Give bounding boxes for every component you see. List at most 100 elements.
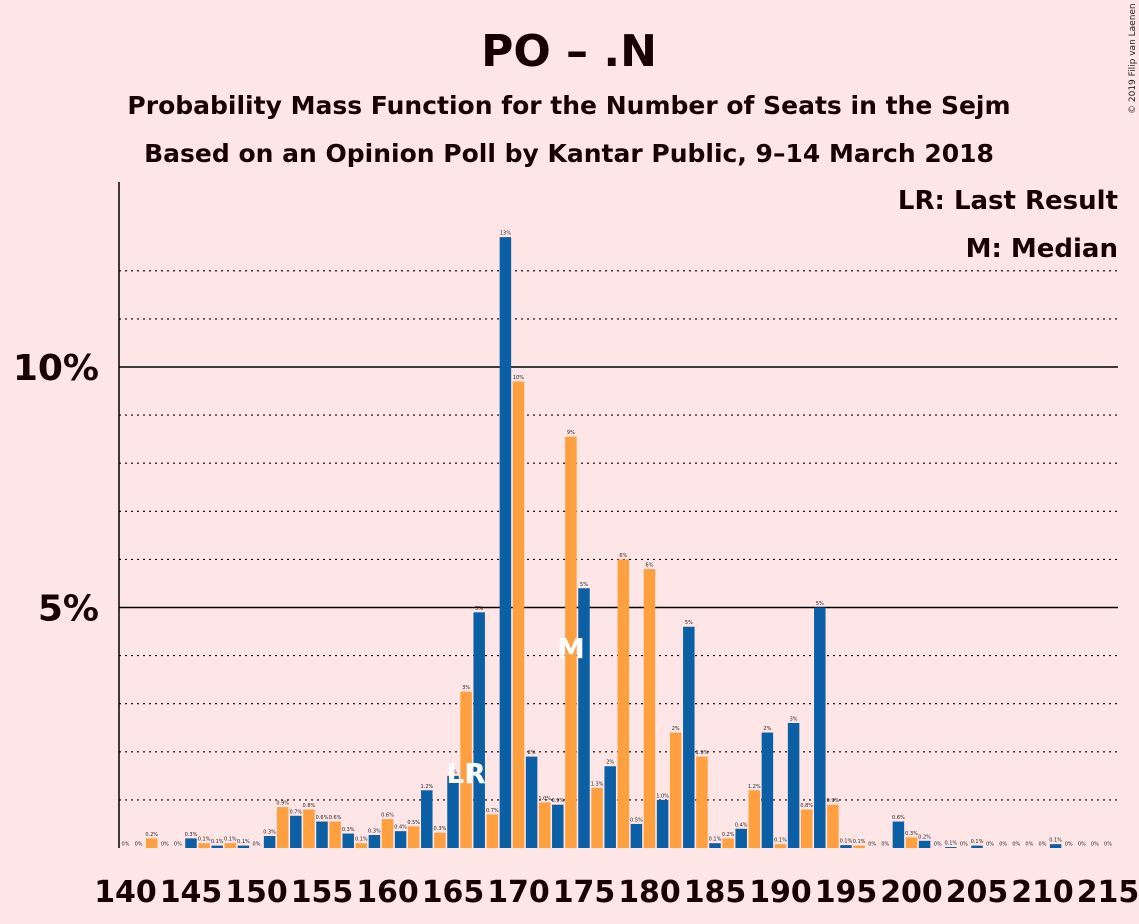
bar-label-seat-183: 5% <box>685 620 693 626</box>
median-marker: M <box>557 632 585 665</box>
bar-seat-205 <box>971 845 983 848</box>
bar-seat-149 <box>237 845 250 848</box>
bar-seat-173 <box>552 804 564 848</box>
x-tick-195: 195 <box>815 875 878 910</box>
bar-seat-196 <box>853 845 865 848</box>
bar-label-seat-168: 0.7% <box>486 808 499 814</box>
bar-label-seat-198: 0% <box>881 842 889 848</box>
bar-seat-171 <box>525 756 538 848</box>
bar-label-seat-169: 13% <box>500 231 511 237</box>
bar-label-seat-178: 6% <box>619 553 627 559</box>
bar-label-seat-203: 0.1% <box>944 841 957 847</box>
bar-label-seat-176: 1.3% <box>591 781 604 787</box>
bar-label-seat-214: 0% <box>1091 842 1099 848</box>
bar-label-seat-177: 2% <box>606 760 614 766</box>
bar-seat-158 <box>355 843 368 848</box>
bar-label-seat-149: 0.1% <box>237 839 250 845</box>
chart-subtitle-2: Based on an Opinion Poll by Kantar Publi… <box>144 139 994 168</box>
bar-label-seat-193: 5% <box>816 601 824 607</box>
y-tick-5: 5% <box>38 589 99 630</box>
bar-label-seat-196: 0.1% <box>853 839 866 845</box>
bar-label-seat-152: 0.9% <box>276 801 289 807</box>
bar-label-seat-180: 6% <box>646 563 654 569</box>
bar-label-seat-186: 0.2% <box>722 832 735 838</box>
bar-label-seat-162: 0.5% <box>407 820 420 826</box>
bar-label-seat-187: 0.4% <box>735 822 748 828</box>
bar-seat-167 <box>473 612 485 848</box>
bar-label-seat-175: 5% <box>580 582 588 588</box>
bar-seat-178 <box>617 559 630 848</box>
bar-seat-211 <box>1049 844 1062 848</box>
bar-seat-185 <box>709 843 721 848</box>
bar-label-seat-153: 0.7% <box>289 809 302 815</box>
bar-seat-183 <box>683 626 695 848</box>
bar-label-seat-174: 9% <box>567 430 575 436</box>
bar-label-seat-156: 0.6% <box>329 815 342 821</box>
bar-seat-151 <box>263 835 276 848</box>
bar-seat-180 <box>643 569 656 848</box>
bar-seat-166 <box>460 691 472 848</box>
bar-label-seat-195: 0.1% <box>840 839 853 845</box>
bar-label-seat-182: 2% <box>672 726 680 732</box>
x-tick-labels: 140 145 150 155 160 165 170 175 180 185 190 195 200 2… <box>94 875 1139 910</box>
bar-label-seat-179: 0.5% <box>630 817 643 823</box>
bar-label-seat-151: 0.3% <box>263 829 276 835</box>
x-tick-170: 170 <box>487 875 550 910</box>
bar-label-seat-171: 2% <box>528 750 536 756</box>
bar-label-seat-166: 3% <box>462 685 470 691</box>
bar-seat-200 <box>905 837 918 848</box>
chart-subtitle-1: Probability Mass Function for the Number… <box>127 91 1010 120</box>
bar-label-seat-173: 0.9% <box>551 798 564 804</box>
bar-seat-176 <box>591 787 603 848</box>
bar-label-seat-184: 1.9% <box>696 750 709 756</box>
bar-label-seat-143: 0% <box>161 842 169 848</box>
x-tick-150: 150 <box>225 875 288 910</box>
bar-label-seat-165: 1% <box>449 769 457 775</box>
bar-label-seat-208: 0% <box>1012 842 1020 848</box>
x-tick-140: 140 <box>94 875 157 910</box>
bars-group <box>145 237 1062 848</box>
bar-label-seat-155: 0.6% <box>316 815 329 821</box>
bar-seat-153 <box>290 815 302 848</box>
bar-label-seat-205: 0.1% <box>971 839 984 845</box>
x-tick-165: 165 <box>422 875 485 910</box>
x-tick-175: 175 <box>553 875 616 910</box>
bar-seat-175 <box>578 588 590 848</box>
bar-seat-191 <box>787 722 800 848</box>
bar-label-seat-164: 0.3% <box>434 826 447 832</box>
x-tick-160: 160 <box>356 875 419 910</box>
bar-seat-147 <box>211 845 223 848</box>
bar-label-seat-158: 0.1% <box>355 837 368 843</box>
bar-label-seat-197: 0% <box>868 842 876 848</box>
bar-seat-157 <box>342 833 354 848</box>
bar-seat-162 <box>407 826 420 848</box>
bar-label-seat-190: 0.1% <box>774 838 787 844</box>
bar-seat-160 <box>381 819 394 848</box>
bar-seat-146 <box>198 843 210 848</box>
bar-label-seat-145: 0.3% <box>185 832 198 838</box>
bar-label-seat-144: 0% <box>174 842 182 848</box>
bar-label-seat-215: 0% <box>1104 842 1112 848</box>
bar-label-seat-181: 1.0% <box>656 793 669 799</box>
bar-label-seat-163: 1.2% <box>420 784 433 790</box>
bar-seat-148 <box>224 843 237 848</box>
bar-seat-184 <box>696 756 708 848</box>
legend-median: M: Median <box>966 234 1118 264</box>
bar-seat-177 <box>604 766 616 848</box>
bar-label-seat-194: 0.9% <box>827 798 840 804</box>
bar-label-seat-141: 0% <box>135 842 143 848</box>
bar-label-seat-191: 3% <box>790 716 798 722</box>
bar-seat-181 <box>656 799 669 848</box>
bar-seat-164 <box>434 832 446 848</box>
bar-label-seat-147: 0.1% <box>211 839 224 845</box>
y-tick-labels: 5% 10% <box>13 348 99 630</box>
bar-seat-199 <box>892 821 905 848</box>
bar-label-seat-200: 0.3% <box>905 831 918 837</box>
bar-label-seat-206: 0% <box>986 842 994 848</box>
bar-seat-154 <box>303 809 315 848</box>
bar-label-seat-148: 0.1% <box>224 837 237 843</box>
x-tick-215: 215 <box>1077 875 1139 910</box>
bar-seat-189 <box>761 732 774 848</box>
x-tick-180: 180 <box>618 875 681 910</box>
